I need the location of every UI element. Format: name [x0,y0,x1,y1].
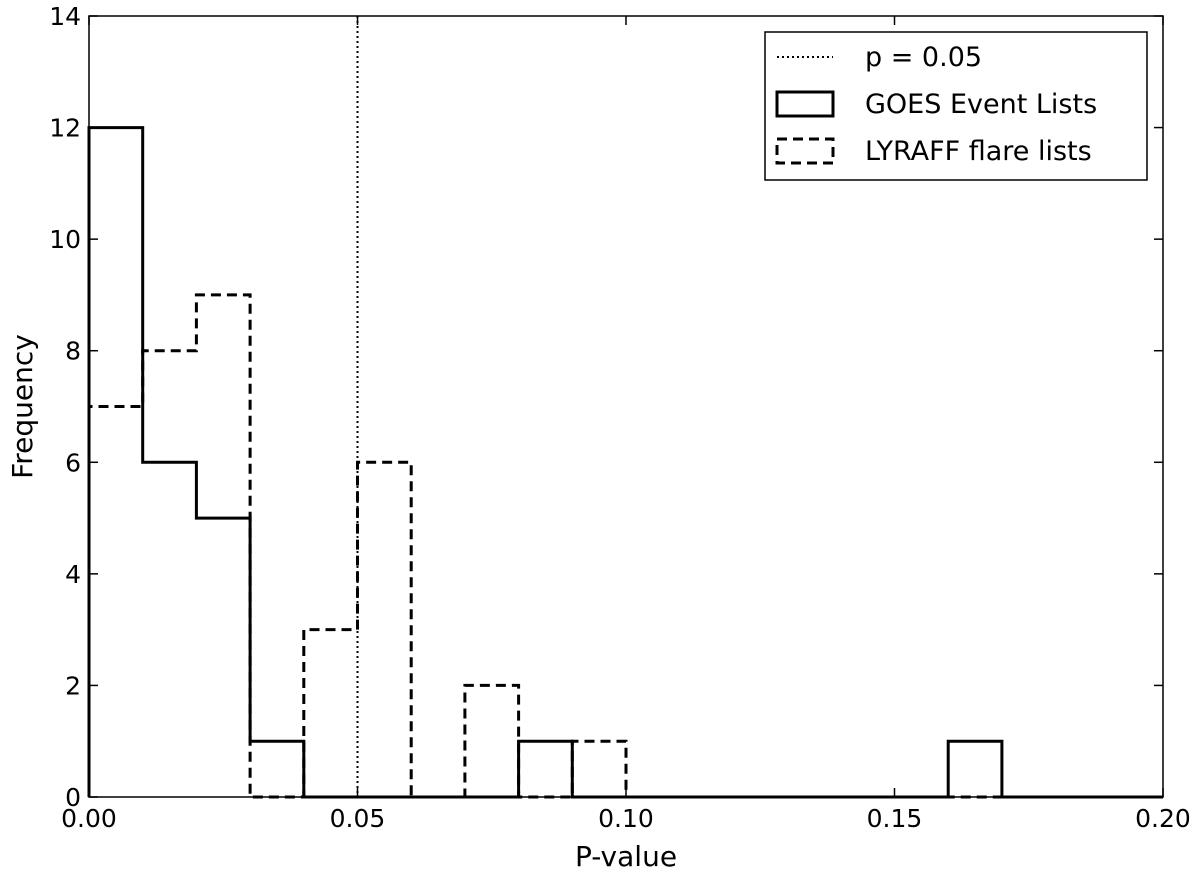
y-tick-label: 4 [65,560,81,589]
legend-swatch-series [775,90,835,118]
x-tick-label: 0.20 [1135,804,1191,833]
y-tick-label: 6 [65,448,81,477]
y-axis-label: Frequency [6,334,39,479]
legend-label: GOES Event Lists [865,89,1097,120]
legend-label: LYRAFF flare lists [865,136,1092,167]
axes: 0.00 0.05 0.10 0.15 0.20 0 2 4 6 8 10 12 14 P-value Fr… [6,2,1191,869]
y-tick-label: 10 [49,225,81,254]
histogram-series-2 [87,293,1163,799]
x-tick-label: 0.10 [598,804,654,833]
legend: p = 0.05 GOES Event Lists LYRAFF flare lis… [764,31,1148,181]
x-tick-label: 0.15 [867,804,923,833]
y-tick-label: 8 [65,337,81,366]
legend-swatch-series [775,137,835,165]
histogram-series-1 [87,126,1163,799]
y-tick-label: 2 [65,671,81,700]
legend-label: p = 0.05 [865,42,982,73]
y-tick-label: 14 [49,2,81,31]
x-tick-label: 0.05 [330,804,386,833]
y-tick-label: 0 [65,783,81,812]
x-axis-label: P-value [575,840,677,869]
y-tick-label: 12 [49,114,81,143]
x-tick-label: 0.00 [61,804,117,833]
